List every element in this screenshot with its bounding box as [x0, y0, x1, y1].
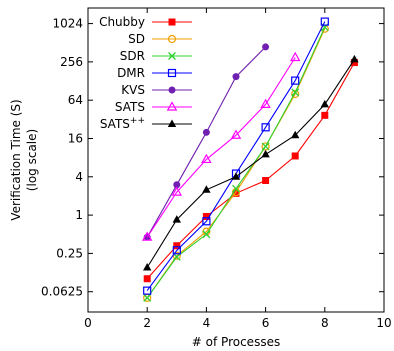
y-tick-label: 1 — [75, 208, 83, 222]
data-point — [172, 246, 181, 255]
legend-entry: SATS++ — [100, 116, 192, 131]
data-point — [289, 51, 301, 62]
x-tick-label: 4 — [203, 316, 211, 330]
series — [143, 59, 358, 283]
data-point — [168, 18, 176, 26]
data-point — [232, 184, 240, 193]
series-line — [146, 28, 326, 299]
legend-entry: SD — [128, 32, 192, 46]
data-point — [171, 186, 183, 196]
series — [143, 24, 329, 302]
data-point — [202, 213, 210, 221]
x-tick-label: 8 — [321, 316, 329, 330]
legend-entry: Chubby — [99, 15, 192, 29]
y-tick-label: 16 — [68, 132, 83, 146]
data-point — [320, 17, 329, 26]
legend-label: SATS++ — [100, 116, 145, 131]
series — [143, 23, 329, 302]
data-point — [173, 242, 181, 250]
data-point — [172, 215, 181, 223]
data-point — [231, 172, 241, 180]
data-point — [143, 286, 152, 295]
data-point — [167, 68, 177, 78]
y-axis-sublabel: (log scale) — [25, 129, 39, 191]
x-axis: 0 2 4 6 8 10 — [84, 8, 392, 330]
data-point — [168, 86, 176, 94]
y-axis: 0.0625 0.25 1 4 16 64 256 1024 — [41, 17, 384, 299]
data-point — [291, 88, 300, 97]
data-point — [260, 98, 271, 108]
data-point — [143, 293, 152, 302]
series-layer — [141, 17, 359, 302]
data-point — [262, 176, 270, 184]
x-tick-label: 6 — [262, 316, 270, 330]
data-point — [201, 153, 212, 164]
legend-label: SDR — [120, 49, 145, 63]
series — [143, 17, 329, 295]
data-point — [261, 123, 270, 132]
legend-entry: SATS — [115, 100, 192, 114]
y-tick-label: 0.0625 — [41, 285, 83, 299]
data-point — [230, 129, 242, 139]
data-point — [261, 149, 270, 158]
y-axis-label: Verification Time (S) — [9, 99, 23, 220]
data-point — [167, 34, 177, 44]
y-tick-label: 64 — [68, 93, 83, 107]
data-point — [202, 185, 211, 193]
data-point — [143, 275, 151, 283]
data-point — [173, 181, 181, 189]
data-point — [172, 252, 181, 261]
data-point — [320, 99, 329, 108]
legend-label: SATS — [115, 100, 145, 114]
data-point — [232, 73, 240, 81]
x-tick-label: 0 — [84, 316, 92, 330]
data-point — [321, 111, 329, 119]
plot-frame — [87, 7, 385, 313]
legend-entry: SDR — [120, 49, 192, 63]
legend-label: SD — [128, 32, 145, 46]
x-axis-label: # of Processes — [192, 335, 280, 349]
legend-label: KVS — [121, 83, 145, 97]
legend-label: Chubby — [99, 15, 145, 29]
data-point — [168, 52, 176, 60]
series — [141, 51, 301, 241]
data-point — [167, 119, 177, 127]
data-point — [261, 142, 270, 151]
x-tick-label: 2 — [143, 316, 151, 330]
legend-entry: KVS — [121, 83, 192, 97]
series-line — [146, 46, 266, 238]
y-tick-label: 1024 — [52, 17, 83, 31]
series — [143, 54, 359, 271]
series-line — [146, 62, 355, 280]
data-point — [291, 130, 300, 139]
data-point — [202, 230, 211, 239]
x-tick-label: 10 — [376, 316, 391, 330]
data-point — [166, 101, 178, 111]
data-point — [232, 189, 240, 197]
data-point — [141, 231, 153, 241]
data-point — [202, 128, 210, 136]
series-line — [146, 59, 355, 268]
legend: Chubby SD SDR DMR KVS SATS SATS++ — [99, 15, 192, 131]
data-point — [350, 59, 358, 67]
y-tick-label: 256 — [60, 55, 83, 69]
data-point — [350, 54, 359, 63]
y-tick-label: 0.25 — [56, 246, 83, 260]
data-point — [202, 217, 211, 226]
data-point — [262, 43, 270, 51]
data-point — [291, 152, 299, 160]
data-point — [291, 89, 300, 99]
y-tick-label: 4 — [75, 170, 83, 184]
series-line — [146, 57, 296, 238]
data-point — [291, 76, 300, 85]
data-point — [143, 263, 152, 271]
legend-label: DMR — [117, 66, 145, 80]
legend-entry: DMR — [117, 66, 192, 80]
